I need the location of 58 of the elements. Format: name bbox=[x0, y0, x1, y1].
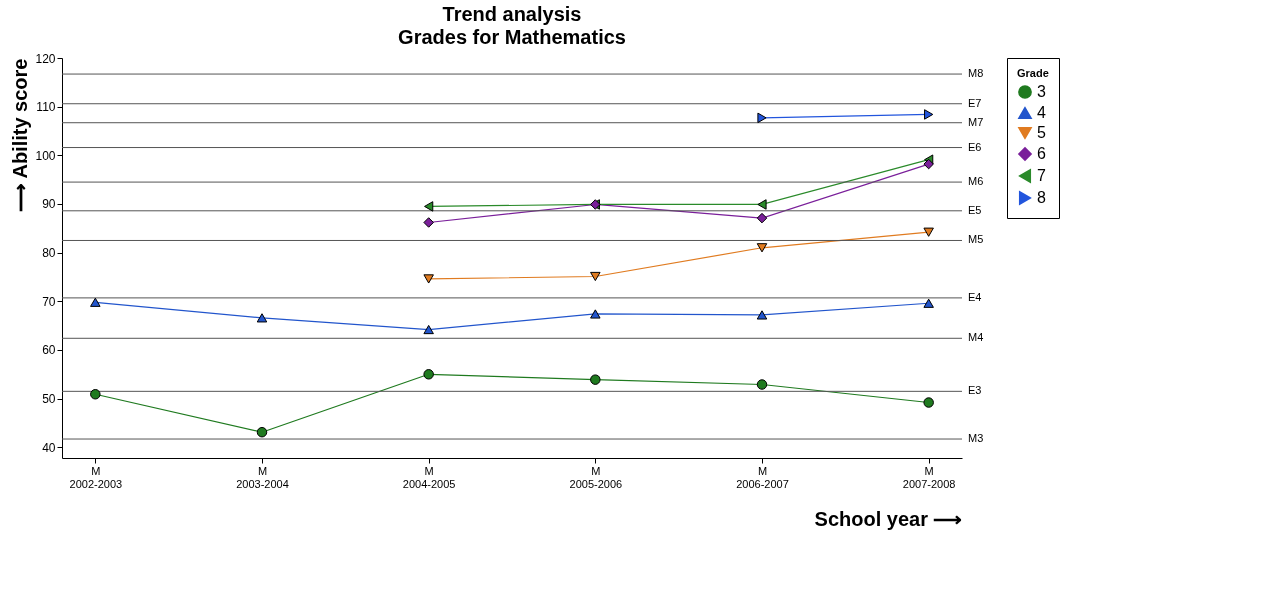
x-tick-label: M 2004-2005 bbox=[402, 464, 456, 490]
ref-line-label: E5 bbox=[968, 203, 982, 216]
point bbox=[423, 324, 434, 335]
x-tick-label: M 2003-2004 bbox=[236, 464, 289, 490]
point bbox=[423, 369, 434, 380]
point bbox=[590, 271, 601, 282]
point bbox=[756, 310, 768, 320]
ref-line-label: M3 bbox=[968, 432, 984, 445]
legend-title: Grade bbox=[1017, 67, 1049, 79]
y-tick-label: 70 bbox=[42, 294, 56, 309]
point bbox=[90, 297, 101, 307]
x-tick-label: M 2006-2007 bbox=[736, 464, 789, 490]
y-tick-label: 90 bbox=[42, 197, 56, 212]
legend-label: 8 bbox=[1037, 189, 1046, 206]
legend-label: 5 bbox=[1037, 124, 1046, 141]
point bbox=[923, 397, 934, 408]
point bbox=[424, 201, 434, 212]
y-tick-label: 100 bbox=[35, 148, 56, 163]
legend-label: 6 bbox=[1037, 145, 1046, 162]
point bbox=[256, 426, 268, 438]
point bbox=[590, 309, 601, 319]
ref-line-label: M7 bbox=[968, 115, 984, 128]
point bbox=[590, 374, 601, 385]
legend-label: 7 bbox=[1037, 167, 1046, 184]
point bbox=[756, 212, 768, 224]
point bbox=[756, 243, 768, 253]
y-tick-label: 110 bbox=[36, 100, 56, 115]
y-tick-label: 120 bbox=[35, 51, 56, 66]
x-tick-label: M 2002-2003 bbox=[69, 464, 123, 490]
y-tick-label: 40 bbox=[42, 440, 56, 455]
ref-line-label: E7 bbox=[968, 96, 982, 109]
point bbox=[757, 199, 767, 210]
x-axis-title: School year ⟶ bbox=[814, 507, 963, 530]
x-tick-label: M 2007-2008 bbox=[902, 464, 956, 490]
point bbox=[90, 389, 101, 400]
point bbox=[423, 274, 434, 284]
point bbox=[923, 227, 934, 237]
ref-line-label: M8 bbox=[968, 67, 984, 80]
point bbox=[256, 313, 268, 323]
point bbox=[423, 217, 434, 228]
ref-line-label: M4 bbox=[968, 331, 984, 344]
y-axis-title: ⟶ Ability score bbox=[9, 58, 32, 213]
ref-line-label: M6 bbox=[968, 175, 984, 188]
chart-title: Trend analysis bbox=[442, 3, 582, 25]
legend-label: 3 bbox=[1037, 83, 1046, 100]
ref-line-label: E3 bbox=[968, 384, 982, 397]
point bbox=[923, 158, 934, 170]
x-tick-label: M 2005-2006 bbox=[569, 464, 623, 490]
y-tick-label: 60 bbox=[42, 343, 56, 358]
point bbox=[923, 298, 934, 308]
y-tick-label: 50 bbox=[42, 392, 56, 407]
ref-line-label: M5 bbox=[968, 233, 984, 246]
legend-label: 4 bbox=[1037, 104, 1046, 121]
y-tick-label: 80 bbox=[42, 246, 56, 261]
ref-line-label: E6 bbox=[968, 140, 982, 153]
chart-subtitle: Grades for Mathematics bbox=[398, 26, 626, 48]
ref-line-label: E4 bbox=[968, 290, 982, 303]
point bbox=[756, 379, 768, 390]
